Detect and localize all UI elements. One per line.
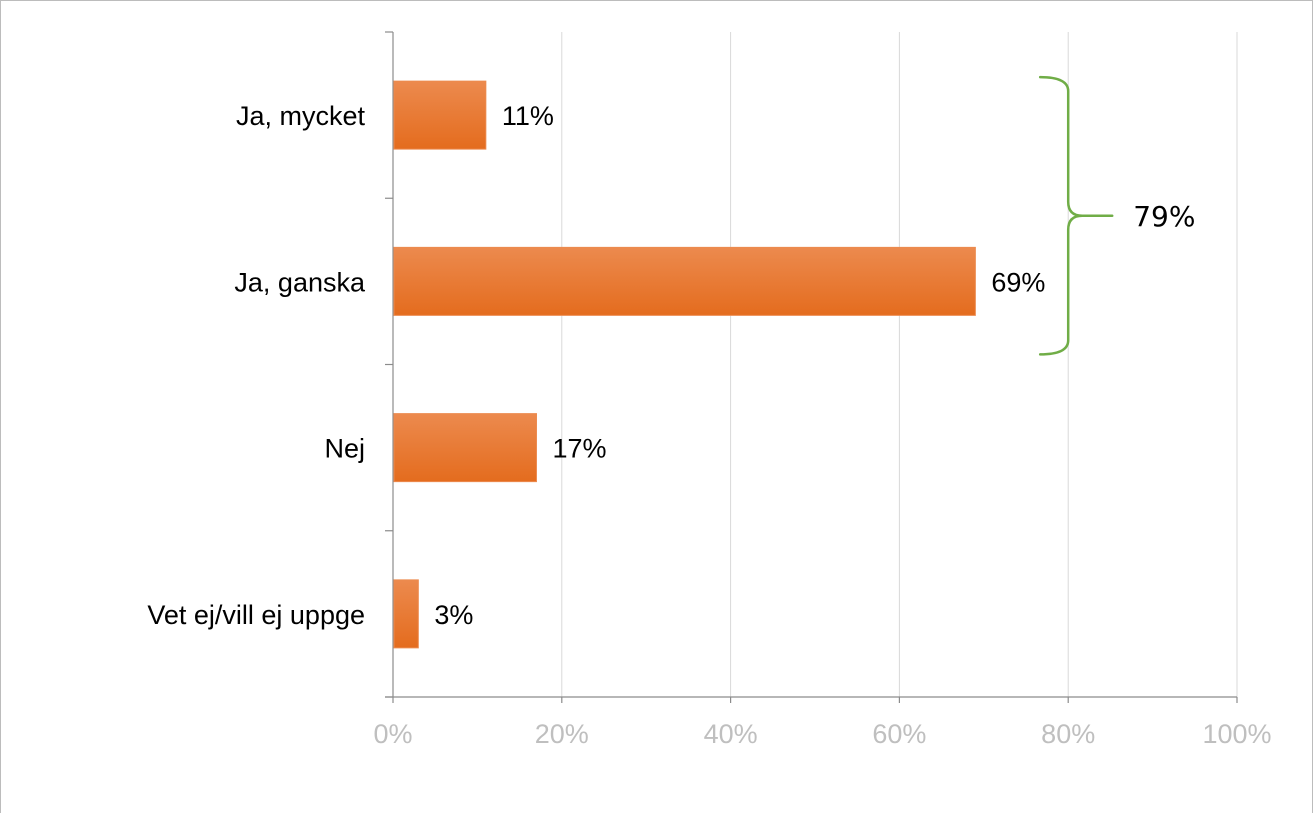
category-label: Vet ej/vill ej uppge [147, 600, 365, 630]
x-tick-label: 20% [535, 719, 589, 749]
x-tick-label: 60% [872, 719, 926, 749]
category-label: Ja, mycket [236, 101, 366, 131]
category-label: Ja, ganska [234, 267, 366, 297]
x-tick-label: 0% [373, 719, 412, 749]
x-tick-label: 100% [1202, 719, 1271, 749]
bar [393, 246, 976, 316]
x-tick-label: 40% [704, 719, 758, 749]
brace-annotation [1038, 75, 1114, 356]
bar [393, 413, 537, 483]
gridlines [561, 32, 1238, 697]
data-label: 17% [552, 434, 606, 464]
data-label: 3% [434, 600, 473, 630]
x-tick-label: 80% [1041, 719, 1095, 749]
labels: 0% 20% 40% 60% 80% 100% Ja, mycket 11% Ja, gansk… [147, 101, 1271, 749]
bar [393, 80, 487, 150]
category-label: Nej [324, 434, 365, 464]
annotation: 79% [1038, 75, 1195, 356]
data-label: 11% [502, 101, 554, 131]
axes [385, 31, 1238, 703]
brace-label: 79% [1133, 200, 1195, 233]
data-label: 69% [991, 267, 1045, 297]
bar [393, 579, 419, 649]
bars [393, 80, 976, 649]
